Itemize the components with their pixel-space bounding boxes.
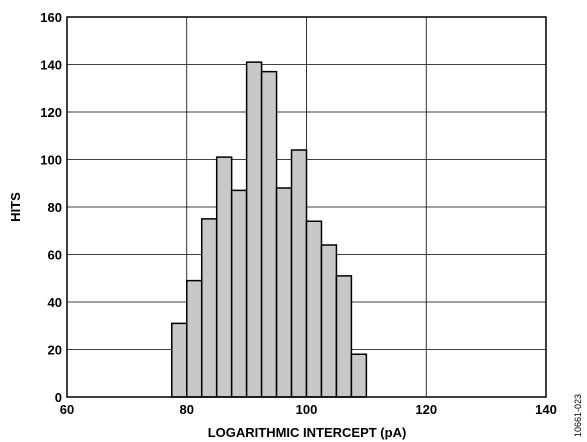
- histogram-bars: [171, 61, 368, 398]
- y-tick-label: 0: [55, 390, 62, 405]
- histogram-bar: [200, 218, 218, 398]
- histogram-bar: [215, 156, 233, 398]
- x-tick-label: 80: [180, 402, 194, 417]
- histogram-bar: [350, 353, 368, 398]
- histogram-bar: [335, 275, 353, 398]
- x-axis-title: LOGARITHMIC INTERCEPT (pA): [208, 425, 407, 440]
- y-tick-label: 160: [40, 10, 62, 25]
- x-tick-label: 120: [415, 402, 437, 417]
- y-axis-title: HITS: [8, 192, 23, 222]
- x-axis-ticks: 60 80 100 120 140: [60, 402, 557, 417]
- histogram-bar: [230, 189, 248, 398]
- histogram-bar: [320, 244, 338, 398]
- y-tick-label: 20: [48, 343, 62, 358]
- histogram-bar: [305, 220, 323, 398]
- y-tick-label: 60: [48, 248, 62, 263]
- histogram-bar: [245, 61, 263, 398]
- histogram-bar: [260, 70, 278, 398]
- plot-frame: [66, 16, 547, 398]
- y-axis-ticks: 0 20 40 60 80 100 120 140 160: [40, 10, 62, 405]
- y-tick-label: 100: [40, 153, 62, 168]
- figure-id-label: 10661-023: [573, 394, 583, 437]
- histogram-bar: [290, 149, 308, 398]
- histogram-bar: [186, 279, 203, 398]
- x-tick-label: 60: [60, 402, 74, 417]
- y-tick-label: 120: [40, 105, 62, 120]
- histogram-bar: [171, 322, 188, 398]
- y-tick-label: 80: [48, 200, 62, 215]
- x-tick-label: 100: [296, 402, 318, 417]
- y-tick-label: 40: [48, 295, 62, 310]
- x-tick-label: 140: [535, 402, 557, 417]
- histogram-bar: [275, 187, 293, 398]
- y-tick-label: 140: [40, 58, 62, 73]
